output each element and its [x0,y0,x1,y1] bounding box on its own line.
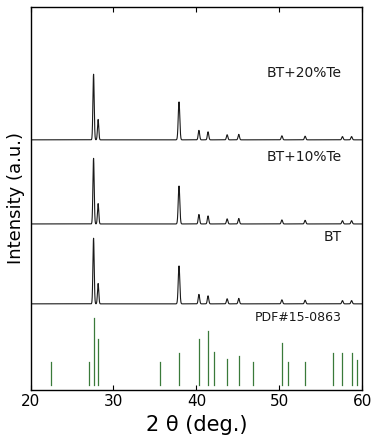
Y-axis label: Intensity (a.u.): Intensity (a.u.) [7,132,25,264]
Text: BT+10%Te: BT+10%Te [266,150,341,164]
Text: PDF#15-0863: PDF#15-0863 [255,312,341,324]
X-axis label: 2 θ (deg.): 2 θ (deg.) [146,415,247,435]
Text: BT: BT [324,230,341,244]
Text: BT+20%Te: BT+20%Te [266,66,341,80]
